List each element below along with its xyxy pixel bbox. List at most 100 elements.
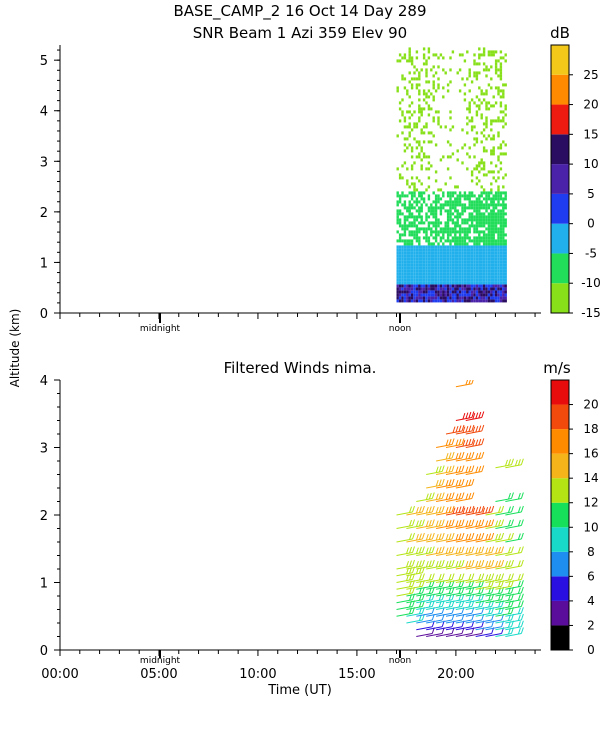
snr-cell [482, 191, 486, 195]
snr-cell [461, 278, 464, 282]
wind-barb [485, 505, 505, 516]
snr-cell [420, 281, 423, 285]
snr-cell [408, 272, 411, 276]
snr-cell [502, 269, 505, 273]
snr-cell [480, 299, 483, 303]
snr-cell [485, 281, 488, 285]
snr-cell [425, 296, 428, 300]
colorbar-frame [550, 379, 570, 651]
snr-cell [406, 284, 409, 288]
snr-cell [499, 89, 503, 93]
snr-cell [478, 203, 481, 207]
snr-cell [470, 170, 474, 174]
snr-cell [401, 266, 404, 270]
snr-cell [413, 188, 416, 192]
snr-cell [432, 269, 435, 273]
snr-cell [470, 281, 474, 285]
snr-cell [487, 212, 491, 216]
snr-cell [502, 89, 505, 93]
snr-cell [497, 197, 500, 201]
snr-cell [461, 218, 464, 222]
snr-cell [403, 215, 407, 219]
snr-cell [470, 215, 474, 219]
snr-cell [461, 293, 464, 297]
snr-cell [485, 278, 488, 282]
snr-cell [427, 176, 431, 180]
snr-cell [473, 269, 476, 273]
snr-cell [406, 272, 409, 276]
snr-cell [444, 272, 447, 276]
snr-cell [439, 158, 443, 162]
snr-cell [413, 290, 416, 294]
snr-cell [418, 152, 421, 156]
snr-cell [449, 143, 452, 147]
snr-cell [494, 263, 498, 267]
snr-cell [396, 89, 399, 93]
snr-cell [446, 248, 450, 252]
snr-noon-marker: noon [389, 324, 411, 334]
snr-cell [420, 209, 423, 213]
snr-cell [430, 233, 433, 237]
snr-cell [434, 299, 438, 303]
snr-cell [475, 251, 479, 255]
wind-barb [495, 458, 514, 469]
wind-barb [396, 505, 415, 516]
snr-cell [497, 254, 500, 258]
snr-cell [403, 296, 407, 300]
snr-cell [475, 224, 479, 228]
snr-cell [494, 62, 498, 66]
snr-cell [470, 173, 474, 177]
snr-cell [418, 140, 421, 144]
snr-cell [398, 296, 402, 300]
snr-cell [403, 77, 407, 81]
snr-cell [502, 95, 505, 99]
snr-cell [451, 200, 455, 204]
snr-cell [418, 221, 421, 225]
snr-cell [446, 299, 450, 303]
snr-cell [473, 53, 476, 57]
snr-cell [478, 170, 481, 174]
x-tick-label: 05:00 [140, 667, 177, 682]
snr-cell [432, 215, 435, 219]
snr-cell [490, 284, 493, 288]
snr-cell [396, 278, 399, 282]
snr-cell [480, 218, 483, 222]
snr-cell [494, 287, 498, 291]
snr-cell [430, 272, 433, 276]
snr-cell [415, 77, 419, 81]
snr-cell [413, 77, 416, 81]
snr-cell [418, 71, 421, 75]
snr-cell [415, 254, 419, 258]
snr-cell [427, 194, 431, 198]
snr-cell [494, 290, 498, 294]
snr-cell [473, 224, 476, 228]
snr-cell [492, 95, 495, 99]
snr-cell [396, 269, 399, 273]
snr-cell [504, 152, 507, 156]
snr-cell [473, 206, 476, 210]
snr-x-ticks [59, 313, 536, 319]
wind-barb [396, 546, 415, 556]
snr-cell [415, 299, 419, 303]
snr-cell [478, 194, 481, 198]
snr-cell [442, 257, 445, 261]
snr-cell [415, 203, 419, 207]
snr-cell [413, 275, 416, 279]
snr-cell [418, 290, 421, 294]
snr-cell [451, 248, 455, 252]
snr-cell [497, 92, 500, 96]
snr-cell [485, 236, 488, 240]
snr-cell [475, 239, 479, 243]
snr-cell [458, 269, 462, 273]
snr-cell [463, 278, 467, 282]
snr-cell [425, 212, 428, 216]
snr-cell [478, 212, 481, 216]
snr-cell [422, 284, 426, 288]
snr-cell [415, 248, 419, 252]
snr-cell [485, 239, 488, 243]
snr-cell [430, 212, 433, 216]
snr-cell [485, 149, 488, 153]
snr-cell [482, 212, 486, 216]
wind-barb [505, 620, 524, 631]
